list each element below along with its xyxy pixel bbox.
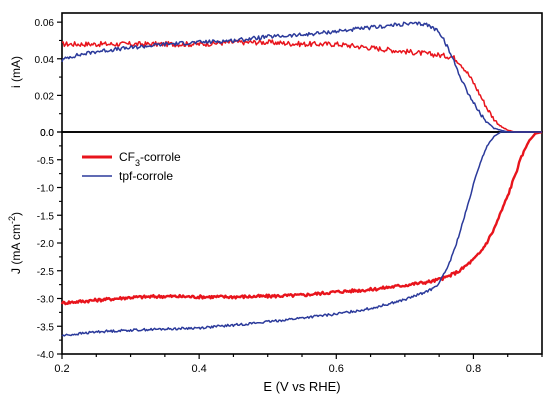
top-series-tpf-corrole	[61, 21, 542, 133]
top-y-tick-label: 0.04	[35, 55, 55, 66]
bottom-y-tick-label: -1.0	[37, 184, 55, 195]
bottom-y-tick-label: -3.0	[37, 295, 55, 306]
top-y-tick-label: 0.02	[35, 91, 55, 102]
bottom-y-tick-label: -2.0	[37, 239, 55, 250]
bottom-y-tick-label: -3.5	[37, 322, 55, 333]
x-tick-label: 0.8	[466, 363, 481, 375]
bottom-y-tick-label: -1.5	[37, 211, 55, 222]
top-y-axis-label: i (mA)	[9, 56, 23, 88]
bottom-series-tpf-corrole	[61, 131, 542, 337]
top-y-tick-label: 0.06	[35, 18, 55, 29]
x-tick-label: 0.6	[329, 363, 344, 375]
legend-label-tpf: tpf-corrole	[119, 169, 173, 183]
top-panel-frame	[61, 12, 543, 133]
bottom-y-tick-label: -4.0	[37, 350, 55, 361]
bottom-series-cf3-corrole	[60, 130, 543, 306]
x-tick-label: 0.2	[54, 363, 69, 375]
x-tick-label: 0.4	[191, 363, 206, 375]
bottom-panel-frame	[61, 131, 543, 355]
bottom-y-tick-label: -2.5	[37, 267, 55, 278]
bottom-y-tick-label: -0.5	[37, 156, 55, 167]
bottom-y-axis-label: J (mA cm-2)	[7, 212, 23, 274]
legend: CF3-corrole tpf-corrole	[82, 150, 181, 183]
legend-label-cf3: CF3-corrole	[119, 150, 181, 168]
bottom-y-tick-label: 0.0	[40, 128, 54, 139]
x-axis-label: E (V vs RHE)	[263, 379, 340, 394]
top-series-cf3-corrole	[61, 39, 542, 133]
top-y-tick-label: 0.0	[40, 128, 54, 139]
